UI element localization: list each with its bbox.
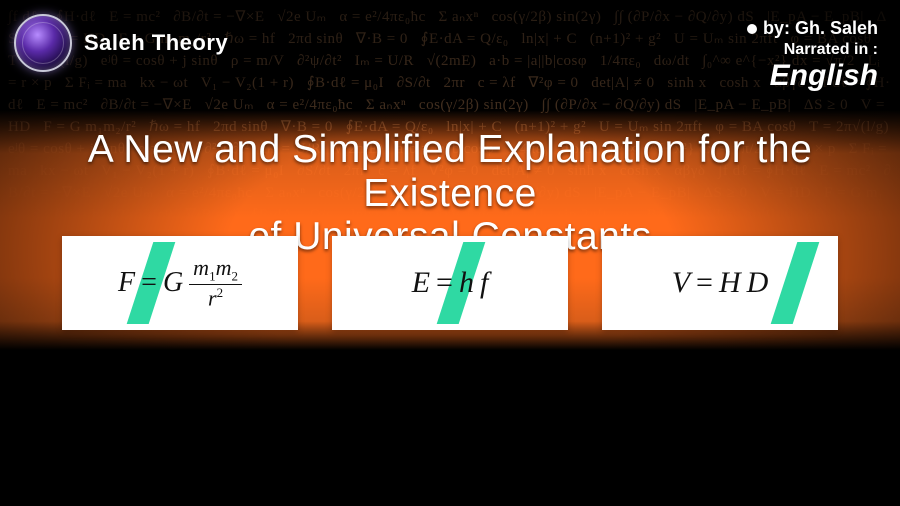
author-name: Gh. Saleh <box>795 18 878 38</box>
formula-card-gravity: F = G m1m2 r2 <box>62 236 298 330</box>
fraction-den: r2 <box>208 285 223 309</box>
v-lhs: V <box>672 266 690 300</box>
f-const-G: G <box>163 267 183 299</box>
formula-card-hubble: V=HD <box>602 236 838 330</box>
v-eq: = <box>696 266 713 300</box>
logo-icon <box>14 14 72 72</box>
by-prefix: by: <box>763 18 790 38</box>
e-lhs: E <box>412 266 430 300</box>
m2-sub: 2 <box>231 269 238 284</box>
f-eq: = <box>141 267 157 299</box>
v-rhs-D: D <box>747 266 769 300</box>
brand-name: Saleh Theory <box>84 30 228 56</box>
language: English <box>747 61 878 91</box>
bullet-icon <box>747 24 757 34</box>
e-const-h: h <box>459 266 474 300</box>
f-lhs: F <box>118 267 135 299</box>
accent-slash <box>771 242 820 324</box>
e-rhs-f: f <box>480 266 488 300</box>
formula-cards: F = G m1m2 r2 E = hf V=HD <box>0 236 900 330</box>
r-base: r <box>208 286 217 311</box>
formula-planck: E = hf <box>412 266 489 300</box>
formula-hubble: V=HD <box>672 266 769 300</box>
author-line: by: Gh. Saleh <box>747 18 878 39</box>
fraction: m1m2 r2 <box>189 256 242 309</box>
narrated-label: Narrated in : <box>747 41 878 59</box>
m2-base: m <box>216 255 232 280</box>
v-const-H: H <box>719 266 741 300</box>
m1-base: m <box>193 255 209 280</box>
e-eq: = <box>436 266 453 300</box>
byline: by: Gh. Saleh Narrated in : English <box>747 18 878 91</box>
formula-gravity: F = G m1m2 r2 <box>118 256 242 309</box>
fraction-num: m1m2 <box>189 256 242 285</box>
title-line-1: A New and Simplified Explanation for the… <box>88 128 813 215</box>
formula-card-planck: E = hf <box>332 236 568 330</box>
header: Saleh Theory <box>14 14 228 72</box>
r-sup: 2 <box>217 285 224 300</box>
